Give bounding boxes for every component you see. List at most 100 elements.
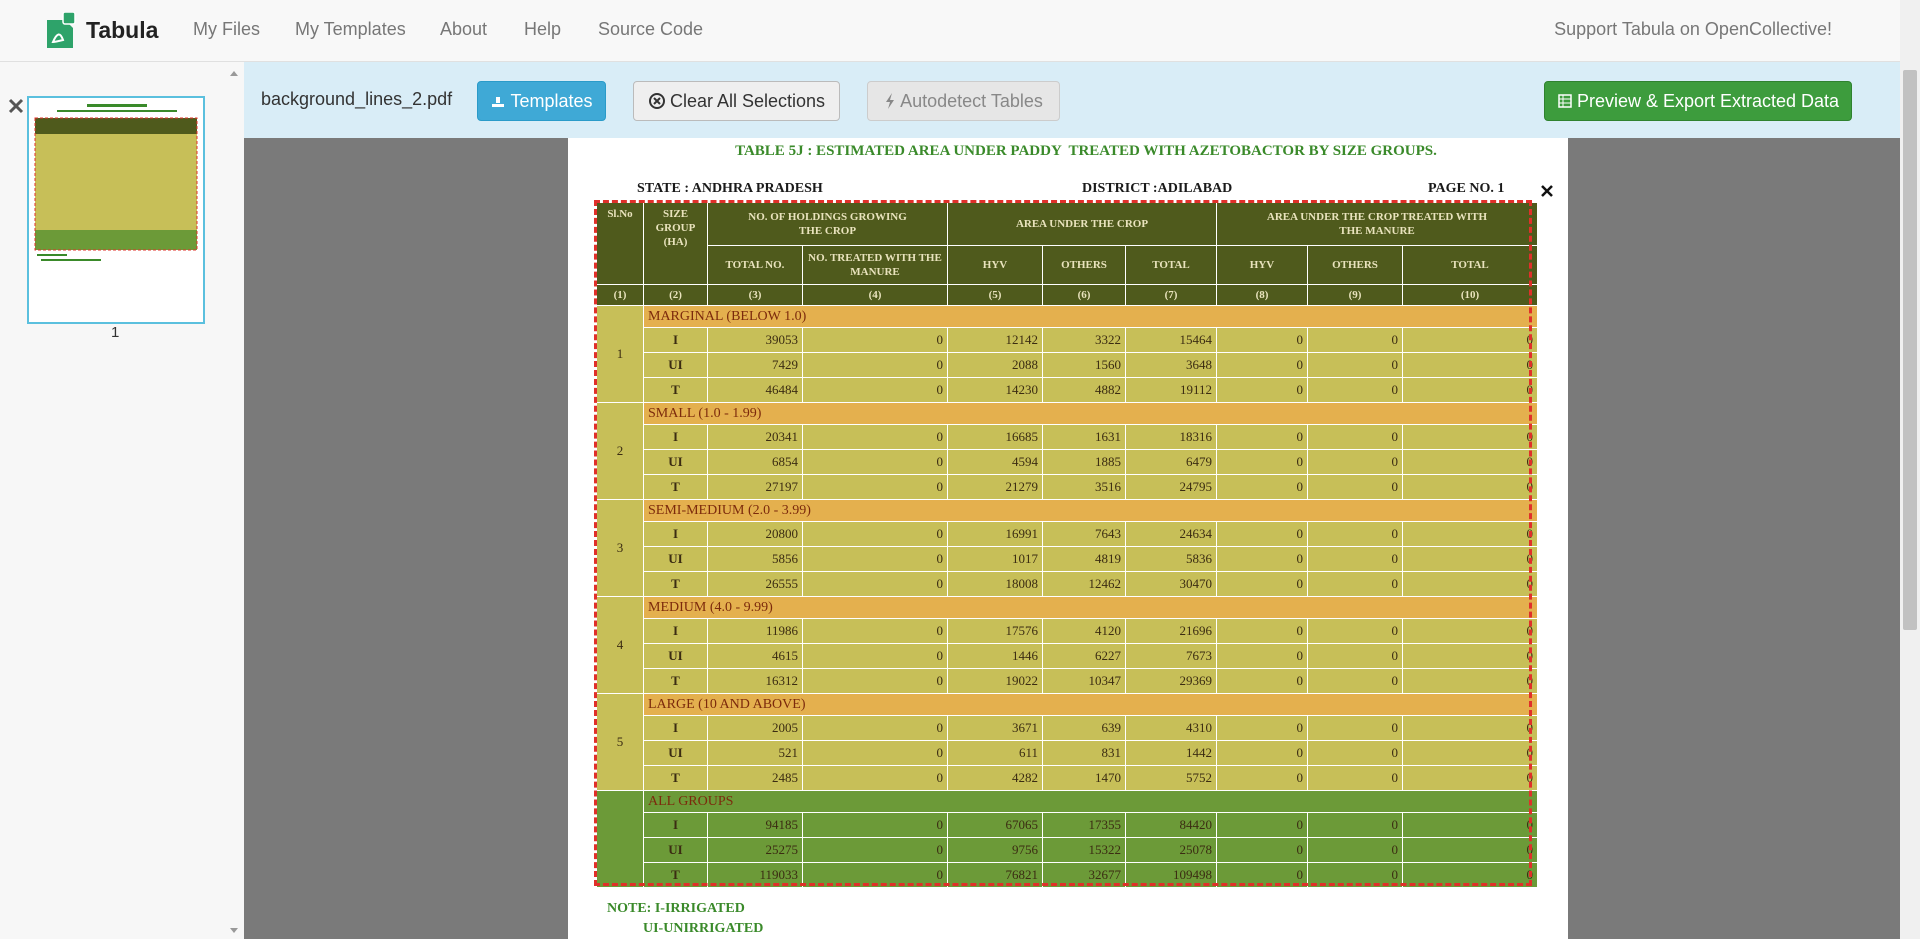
data-row: T 16312 0 19022 10347 29369 0 0 0 [597,668,1538,694]
sl-cell: 1 [596,305,644,403]
data-cell: 18316 [1125,424,1217,450]
header-row: (1) (2) (3) (4) (5) (6) (7) (8) (9) (10) [596,284,1538,306]
data-cell: 0 [802,474,948,500]
data-cell: 0 [802,521,948,547]
note: NOTE: I-IRRIGATED [607,901,745,916]
data-row: UI 5856 0 1017 4819 5836 0 0 0 [597,546,1538,572]
data-cell: 0 [1307,424,1403,450]
sidebar-scrollbar[interactable] [228,68,240,938]
doc-title: TABLE 5J : ESTIMATED AREA UNDER PADDY TR… [735,143,1437,159]
row-type: I [643,327,708,353]
data-cell: 25275 [707,837,803,863]
page-label: 1 [111,324,120,341]
group-row: 2 SMALL (1.0 - 1.99) [596,402,1538,500]
data-cell: 0 [1307,474,1403,500]
data-cell: 1446 [947,643,1043,669]
data-cell: 20800 [707,521,803,547]
data-cell: 0 [1216,715,1308,741]
data-cell: 0 [1402,377,1538,403]
data-cell: 4310 [1125,715,1217,741]
data-cell: 639 [1042,715,1126,741]
data-cell: 0 [1402,812,1538,838]
support-link[interactable]: Support Tabula on OpenCollective! [1554,19,1832,39]
clear-button[interactable]: Clear All Selections [633,81,840,121]
page-scrollbar[interactable] [1900,0,1920,939]
data-cell: 0 [1307,715,1403,741]
nav-link[interactable]: My Files [193,19,260,39]
autodetect-button[interactable]: Autodetect Tables [867,81,1060,121]
data-cell: 1885 [1042,449,1126,475]
data-cell: 11986 [707,618,803,644]
remove-selection[interactable] [1540,184,1554,198]
data-cell: 0 [1402,862,1538,888]
data-cell: 15464 [1125,327,1217,353]
data-cell: 0 [802,837,948,863]
header-cell: HYV [1216,245,1308,285]
data-cell: 0 [1307,668,1403,694]
export-button[interactable]: Preview & Export Extracted Data [1544,81,1852,121]
data-cell: 0 [1307,765,1403,791]
data-cell: 0 [1402,449,1538,475]
row-type: T [643,765,708,791]
group-label: MEDIUM (4.0 - 9.99) [643,596,1538,619]
data-cell: 7673 [1125,643,1217,669]
nav-link[interactable]: My Templates [295,19,406,39]
nav-link[interactable]: Source Code [598,19,704,39]
data-cell: 84420 [1125,812,1217,838]
data-row: I 94185 0 67065 17355 84420 0 0 0 [597,812,1538,838]
row-type: UI [643,643,708,669]
row-type: UI [643,740,708,766]
data-cell: 0 [802,740,948,766]
data-cell: 6227 [1042,643,1126,669]
data-cell: 29369 [1125,668,1217,694]
data-cell: 0 [1307,812,1403,838]
header-cell: Sl.No [596,202,644,285]
header-cell: TOTAL NO. [707,245,803,285]
group-label: SEMI-MEDIUM (2.0 - 3.99) [643,499,1538,522]
data-cell: 611 [947,740,1043,766]
header-row: TOTAL NO. NO. TREATED WITH THE MANURE HYV O… [597,245,1538,285]
data-cell: 109498 [1125,862,1217,888]
group-row: ALL GROUPS [596,790,1538,888]
logo-icon [47,12,76,48]
data-cell: 0 [1307,352,1403,378]
data-cell: 5752 [1125,765,1217,791]
data-cell: 0 [802,571,948,597]
data-row: UI 7429 0 2088 1560 3648 0 0 0 [597,352,1538,378]
column-number: (10) [1402,284,1538,306]
close-icon[interactable] [8,98,24,114]
data-row: T 119033 0 76821 32677 109498 0 0 0 [597,862,1538,888]
data-cell: 0 [802,765,948,791]
header-cell: AREA UNDER THE CROP TREATED WITH THE MAN… [1216,202,1538,246]
brand[interactable]: Tabula [86,17,159,43]
column-number: (8) [1216,284,1308,306]
header-cell: OTHERS [1042,245,1126,285]
note: UI-UNIRRIGATED [643,921,764,936]
column-number: (5) [947,284,1043,306]
data-cell: 5836 [1125,546,1217,572]
data-cell: 0 [802,424,948,450]
templates-button[interactable]: Templates [477,81,606,121]
data-cell: 0 [1216,765,1308,791]
data-cell: 7429 [707,352,803,378]
row-type: I [643,618,708,644]
data-cell: 4882 [1042,377,1126,403]
nav-link[interactable]: Help [524,19,562,39]
data-row: I 20800 0 16991 7643 24634 0 0 0 [597,521,1538,547]
data-cell: 119033 [707,862,803,888]
data-cell: 12462 [1042,571,1126,597]
data-row: UI 4615 0 1446 6227 7673 0 0 0 [597,643,1538,669]
data-row: I 20341 0 16685 1631 18316 0 0 0 [597,424,1538,450]
data-cell: 0 [802,377,948,403]
page-thumbnail[interactable] [27,96,205,324]
nav-link[interactable]: About [440,19,488,39]
data-cell: 0 [1402,327,1538,353]
data-cell: 0 [802,862,948,888]
row-type: I [643,715,708,741]
button-label: Preview & Export Extracted Data [1576,90,1840,111]
button-label: Clear All Selections [669,90,826,111]
sl-cell: 2 [596,402,644,500]
data-cell: 0 [1307,618,1403,644]
data-cell: 0 [1216,449,1308,475]
data-cell: 1470 [1042,765,1126,791]
